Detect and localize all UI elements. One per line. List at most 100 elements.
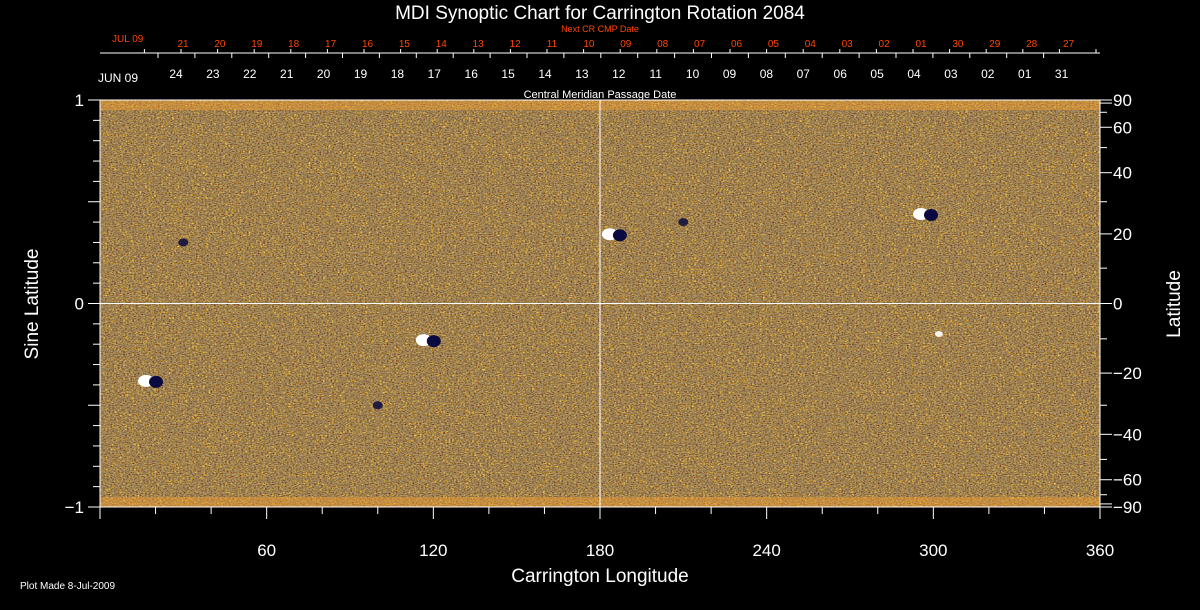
top-outer-label: 04 xyxy=(805,39,817,50)
top-inner-label: 31 xyxy=(1055,67,1069,81)
top-outer-label: 09 xyxy=(620,39,632,50)
top-outer-label: 20 xyxy=(214,39,226,50)
y-right-tick-label: 40 xyxy=(1113,164,1132,183)
top-inner-label: 23 xyxy=(206,67,220,81)
top-outer-label: 02 xyxy=(879,39,891,50)
x-tick-label: 60 xyxy=(257,541,276,560)
top-outer-label: 17 xyxy=(325,39,337,50)
top-outer-label: 12 xyxy=(510,39,522,50)
top-outer-label: 28 xyxy=(1026,39,1038,50)
top-outer-label: 15 xyxy=(399,39,411,50)
x-tick-label: 120 xyxy=(419,541,447,560)
top-inner-month-label: JUN 09 xyxy=(98,71,138,85)
x-axis: 60 120 180 240 300 360 xyxy=(99,507,1114,560)
top-inner-label: 02 xyxy=(981,67,995,81)
active-region-negative xyxy=(924,208,938,221)
top-inner-label: 21 xyxy=(280,67,294,81)
active-region xyxy=(372,401,383,410)
top-outer-label: 08 xyxy=(657,39,669,50)
top-outer-axis-ticks: 21 20 19 18 17 16 15 14 13 12 11 10 09 08 07 06 05 04 03 02… xyxy=(143,39,1097,53)
chart-title: MDI Synoptic Chart for Carrington Rotati… xyxy=(395,3,805,24)
top-outer-label: 30 xyxy=(952,39,964,50)
y-right-tick-label: −40 xyxy=(1113,425,1142,444)
y-right-tick-label: 90 xyxy=(1113,91,1132,110)
y-axis-right: 90 60 40 20 0 −20 −40 −60 −90 xyxy=(1100,91,1142,517)
top-inner-label: 18 xyxy=(391,67,405,81)
top-inner-label: 12 xyxy=(612,67,626,81)
active-region xyxy=(601,228,627,242)
top-inner-label: 10 xyxy=(686,67,700,81)
active-region-negative xyxy=(372,401,383,410)
active-region xyxy=(138,374,163,388)
x-tick-label: 360 xyxy=(1086,541,1114,560)
top-inner-label: 07 xyxy=(797,67,811,81)
top-inner-label: 14 xyxy=(538,67,552,81)
top-inner-label: 17 xyxy=(428,67,442,81)
top-outer-label: 06 xyxy=(731,39,743,50)
active-region-positive xyxy=(934,331,943,338)
top-inner-label: 09 xyxy=(723,67,737,81)
top-outer-label: 14 xyxy=(436,39,448,50)
top-inner-label: 05 xyxy=(870,67,884,81)
top-inner-label: 04 xyxy=(907,67,921,81)
y-left-tick-label: −1 xyxy=(65,498,84,517)
active-region-negative xyxy=(678,218,689,227)
top-outer-label: 21 xyxy=(177,39,189,50)
active-regions xyxy=(138,207,943,410)
y-right-tick-label: −20 xyxy=(1113,364,1142,383)
top-inner-label: 24 xyxy=(169,67,183,81)
active-region-negative xyxy=(178,238,189,247)
top-outer-label: 18 xyxy=(288,39,300,50)
active-region-negative xyxy=(612,229,627,242)
top-outer-label: 13 xyxy=(473,39,485,50)
top-outer-label: 11 xyxy=(547,39,558,50)
top-inner-label: 06 xyxy=(834,67,848,81)
top-outer-label: 10 xyxy=(583,39,595,50)
top-inner-label: 15 xyxy=(501,67,515,81)
y-axis-right-title: Latitude xyxy=(1164,270,1185,338)
top-inner-label: 11 xyxy=(649,67,662,81)
top-inner-label: 13 xyxy=(575,67,589,81)
top-inner-label: 01 xyxy=(1018,67,1032,81)
y-left-tick-label: 0 xyxy=(75,295,84,314)
y-axis-left: 1 0 −1 xyxy=(65,91,100,517)
active-region-negative xyxy=(426,335,441,348)
top-inner-label: 16 xyxy=(465,67,479,81)
active-region xyxy=(178,238,189,247)
y-right-tick-label: 0 xyxy=(1113,295,1122,314)
top-outer-axis-title: Next CR CMP Date xyxy=(561,24,639,34)
active-region xyxy=(678,218,689,227)
x-tick-label: 180 xyxy=(586,541,614,560)
top-inner-label: 03 xyxy=(944,67,958,81)
y-right-tick-label: 20 xyxy=(1113,225,1132,244)
top-outer-label: 03 xyxy=(842,39,854,50)
y-right-tick-label: −60 xyxy=(1113,471,1142,490)
plot-made-note: Plot Made 8-Jul-2009 xyxy=(20,581,115,592)
top-inner-label: 08 xyxy=(760,67,774,81)
top-outer-label: 07 xyxy=(694,39,706,50)
top-inner-label: 22 xyxy=(243,67,257,81)
x-tick-label: 240 xyxy=(752,541,780,560)
top-outer-month-label: JUL 09 xyxy=(112,34,144,45)
active-region xyxy=(934,331,943,338)
top-inner-axis-title: Central Meridian Passage Date xyxy=(524,89,677,101)
x-axis-title: Carrington Longitude xyxy=(511,566,688,587)
y-axis-left-title: Sine Latitude xyxy=(22,249,43,360)
active-region xyxy=(415,334,441,348)
x-tick-label: 300 xyxy=(919,541,947,560)
top-outer-label: 27 xyxy=(1063,39,1075,50)
y-right-tick-label: −90 xyxy=(1113,498,1142,517)
top-outer-label: 01 xyxy=(915,39,927,50)
top-outer-label: 16 xyxy=(362,39,374,50)
active-region xyxy=(913,207,938,221)
y-right-tick-label: 60 xyxy=(1113,118,1132,137)
top-inner-label: 19 xyxy=(354,67,368,81)
top-outer-label: 19 xyxy=(251,39,263,50)
top-inner-axis-ticks: 24 23 22 21 20 19 18 17 16 15 14 13 12 11 10 09 08 07 06 05… xyxy=(157,53,1069,81)
active-region-negative xyxy=(149,375,163,388)
top-inner-label: 20 xyxy=(317,67,331,81)
top-outer-label: 29 xyxy=(989,39,1001,50)
top-outer-label: 05 xyxy=(768,39,780,50)
y-left-tick-label: 1 xyxy=(75,91,84,110)
